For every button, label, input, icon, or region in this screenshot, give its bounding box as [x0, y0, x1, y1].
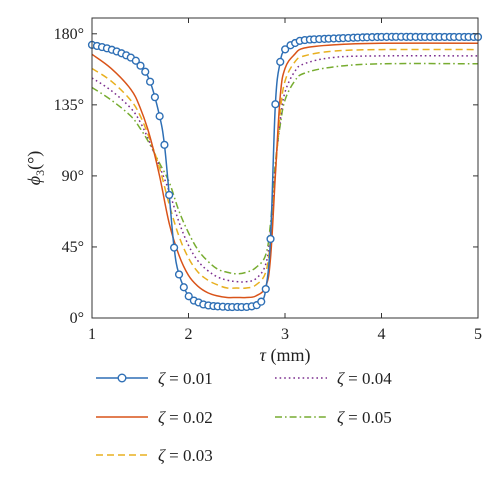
series-line-5 [91, 62, 479, 275]
series-point-1 [174, 270, 184, 279]
x-tick-label: 4 [378, 326, 386, 343]
legend-label-4: ζ = 0.04 [337, 369, 392, 388]
series-line-4 [91, 55, 479, 283]
series-line-2 [91, 42, 479, 299]
x-tick-label: 2 [185, 326, 193, 343]
x-tick-label: 3 [281, 326, 289, 343]
x-axis-title: τ (mm) [260, 345, 311, 366]
series-point-1 [155, 112, 164, 121]
series-line-3 [91, 48, 479, 290]
legend-marker-1 [117, 373, 127, 383]
y-tick-label: 180° [54, 26, 84, 43]
series-line-1 [91, 36, 478, 308]
series-point-1 [266, 234, 275, 244]
series-point-1 [146, 77, 155, 86]
y-tick-label: 135° [54, 97, 84, 114]
y-tick-label: 45° [62, 239, 84, 256]
series-point-1 [136, 61, 145, 70]
series-point-1 [141, 67, 150, 76]
series-point-1 [184, 292, 193, 301]
legend-label-1: ζ = 0.01 [158, 369, 213, 388]
series-point-1 [170, 243, 179, 252]
plot-area [87, 32, 483, 312]
series-point-1 [131, 56, 140, 65]
y-tick-label: 0° [70, 310, 84, 327]
x-tick-label: 5 [474, 326, 482, 343]
series-point-1 [271, 100, 280, 109]
series-point-1 [276, 57, 285, 66]
y-axis-title: ϕ3(°) [24, 151, 47, 186]
legend: ζ = 0.01 ζ = 0.02 ζ = 0.03 ζ = 0.04 ζ = 0.05 [96, 369, 392, 465]
legend-label-2: ζ = 0.02 [158, 408, 213, 427]
axes: 1 2 3 4 5 0° 45° 90° 135° 180° [54, 17, 482, 343]
legend-label-3: ζ = 0.03 [158, 446, 213, 465]
series-point-1 [150, 93, 160, 102]
series-point-1 [257, 297, 266, 306]
series-point-1 [160, 140, 169, 149]
series-point-1 [179, 283, 188, 292]
x-tick-label: 1 [88, 326, 96, 343]
y-tick-label: 90° [62, 168, 84, 185]
legend-label-5: ζ = 0.05 [337, 408, 392, 427]
series-point-1 [281, 45, 290, 54]
series-point-1 [165, 190, 174, 200]
series-point-1 [261, 284, 270, 294]
